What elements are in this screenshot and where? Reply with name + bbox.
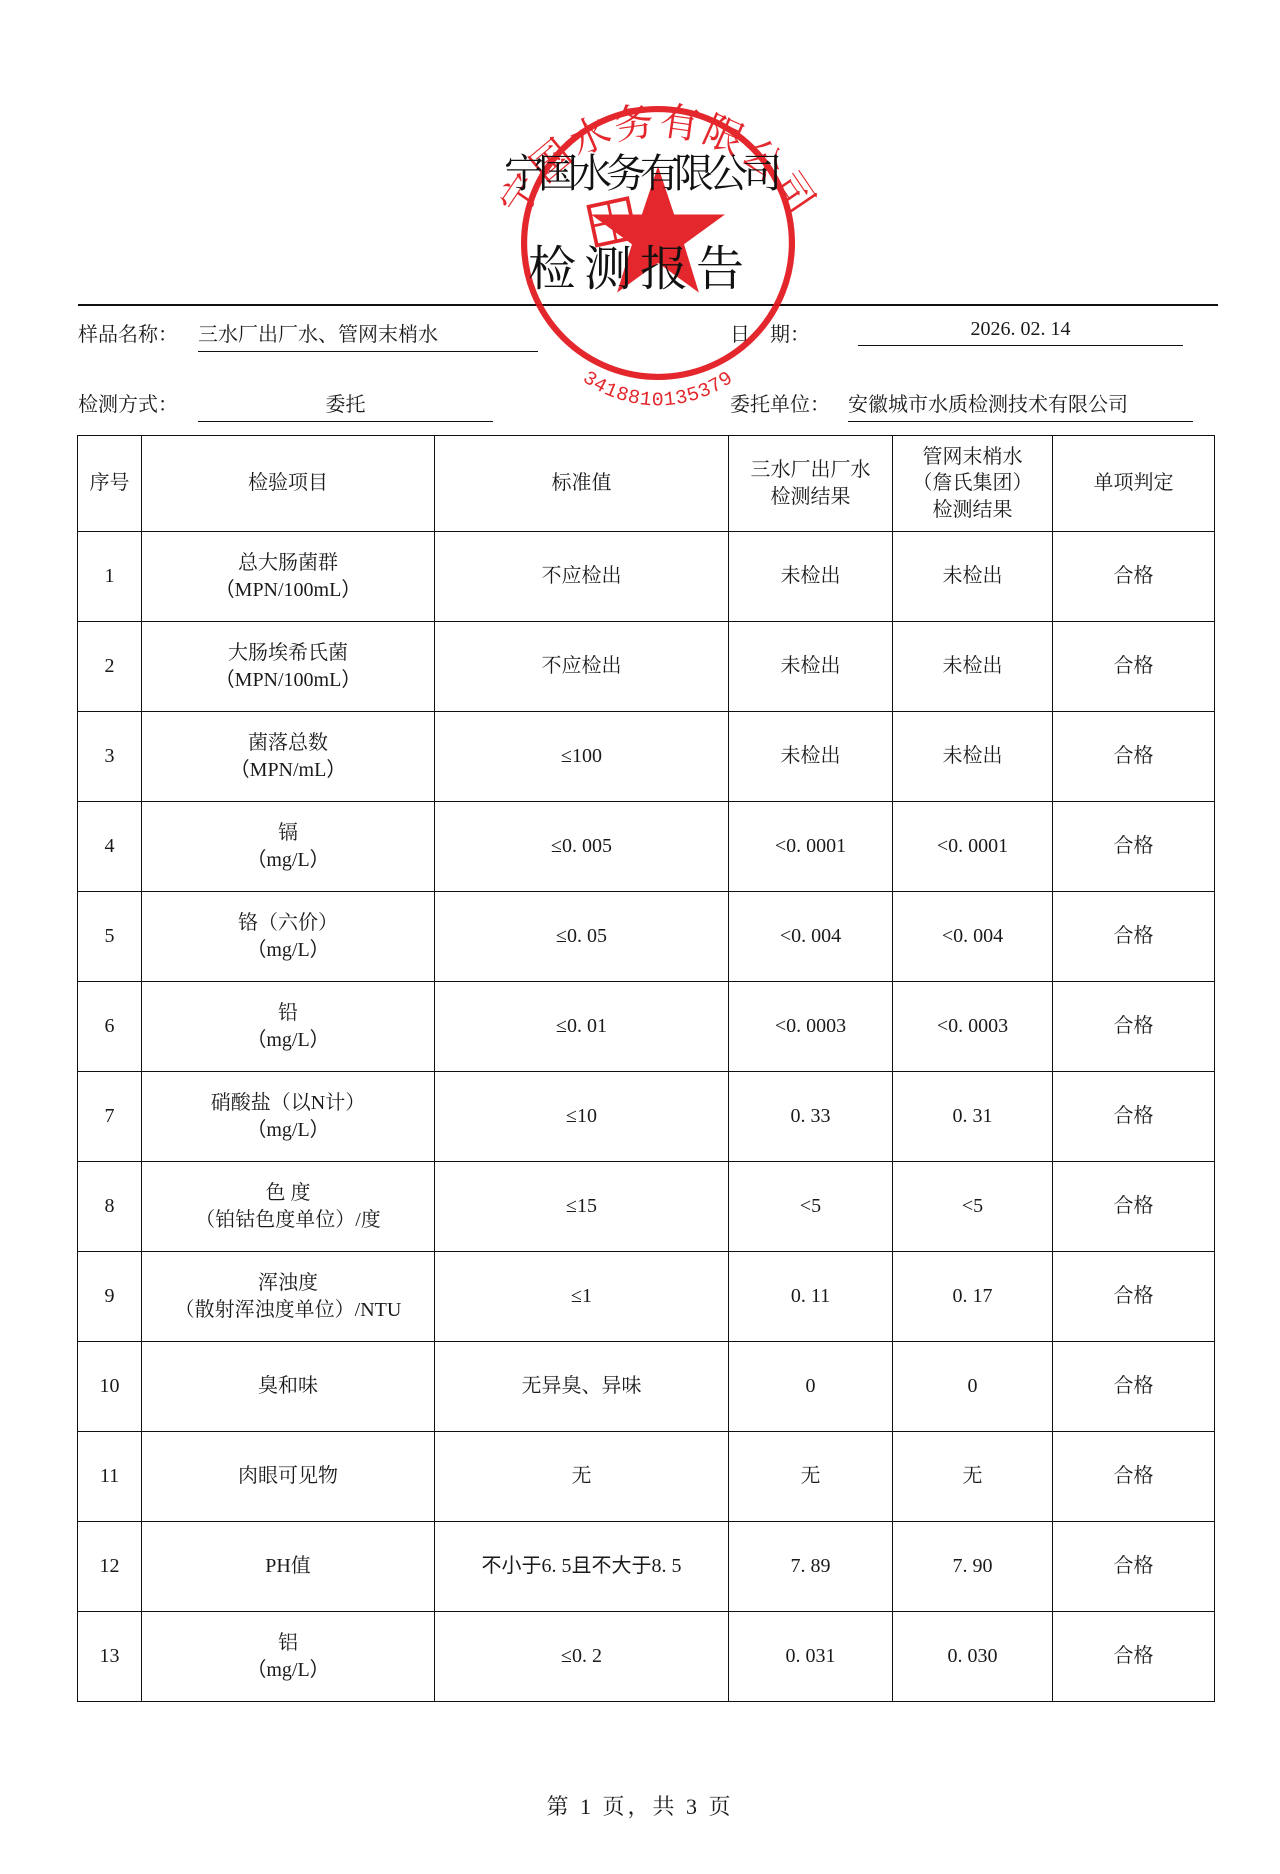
- svg-text:3418810135379: 3418810135379: [578, 366, 737, 411]
